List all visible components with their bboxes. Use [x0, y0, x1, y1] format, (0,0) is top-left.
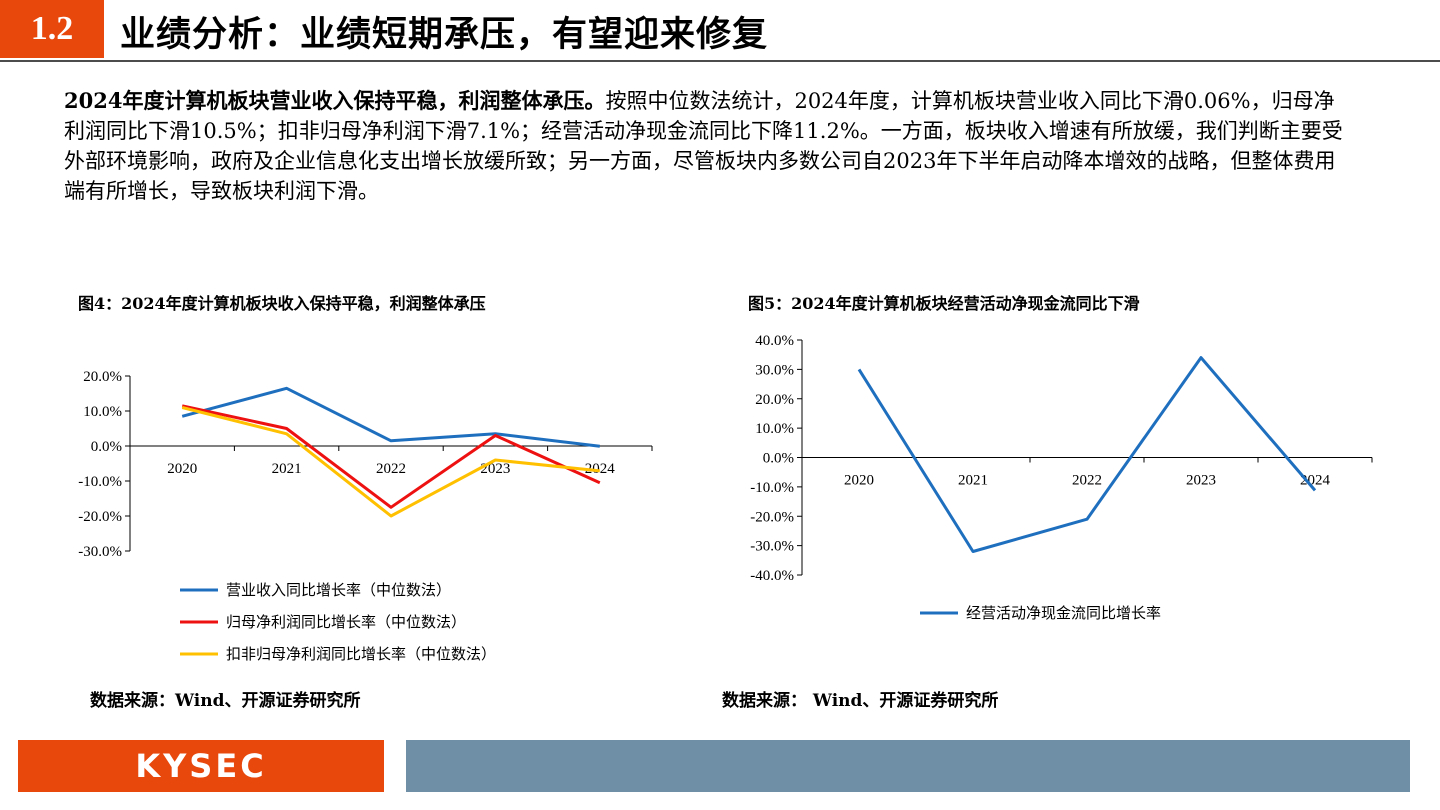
figure5-chart: 40.0% 30.0% 20.0% 10.0% 0.0% -10.0% -20.0% -30.… — [750, 333, 1373, 622]
fig4-series-line-2 — [181, 404, 601, 509]
fig4-y-tick-label: 20.0% — [83, 369, 122, 385]
summary-paragraph: 2024年度计算机板块营业收入保持平稳，利润整体承压。按照中位数法统计，2024… — [64, 86, 1354, 206]
fig5-y-tick-label: 30.0% — [755, 362, 794, 378]
fig5-x-tick-label: 2024 — [1300, 473, 1331, 489]
fig4-y-tick-label: -10.0% — [78, 474, 122, 490]
fig4-legend-label: 营业收入同比增长率（中位数法） — [226, 581, 451, 599]
fig4-series-line-1 — [181, 386, 600, 448]
fig4-legend-label: 归母净利润同比增长率（中位数法） — [226, 613, 466, 631]
fig4-y-tick-label: 10.0% — [83, 404, 122, 420]
fig4-legend-label: 扣非归母净利润同比增长率（中位数法） — [226, 645, 496, 663]
footer-logo-block: KYSEC — [18, 740, 384, 792]
fig5-series-line-1 — [857, 356, 1317, 553]
fig5-x-tick-label: 2023 — [1186, 473, 1216, 489]
fig5-y-tick-label: 20.0% — [755, 392, 794, 408]
fig5-x-tick-label: 2020 — [844, 473, 874, 489]
fig4-y-tick-label: -30.0% — [78, 544, 122, 560]
fig4-series-line-3 — [181, 406, 600, 518]
fig4-x-tick-label: 2022 — [376, 461, 406, 477]
fig4-x-tick-label: 2021 — [272, 461, 302, 477]
fig5-legend-label: 经营活动净现金流同比增长率 — [966, 604, 1161, 622]
fig5-y-tick-label: -20.0% — [750, 509, 794, 525]
fig5-x-tick-label: 2022 — [1072, 473, 1102, 489]
figure4-chart: 20.0% 10.0% 0.0% -10.0% -20.0% -30.0% 2020 2021… — [78, 369, 653, 663]
fig4-x-tick-label: 2024 — [585, 461, 616, 477]
fig5-y-tick-label: -10.0% — [750, 480, 794, 496]
fig5-y-tick-label: 40.0% — [755, 333, 794, 349]
fig5-y-tick-label: 0.0% — [763, 451, 794, 467]
fig4-y-tick-label: 0.0% — [91, 439, 122, 455]
section-number-badge: 1.2 — [0, 0, 104, 58]
kysec-logo: KYSEC — [135, 747, 267, 785]
figure5-source: 数据来源： Wind、开源证券研究所 — [722, 691, 999, 711]
footer-bar — [406, 740, 1410, 792]
figure4-title: 图4：2024年度计算机板块收入保持平稳，利润整体承压 — [78, 294, 486, 313]
title-divider — [0, 60, 1440, 62]
fig5-y-tick-label: 10.0% — [755, 421, 794, 437]
figure5-title: 图5：2024年度计算机板块经营活动净现金流同比下滑 — [748, 294, 1140, 313]
fig5-y-tick-label: -40.0% — [750, 568, 794, 584]
figure4-source: 数据来源：Wind、开源证券研究所 — [90, 691, 361, 711]
fig4-y-tick-label: -20.0% — [78, 509, 122, 525]
page-title: 业绩分析：业绩短期承压，有望迎来修复 — [120, 14, 769, 55]
fig4-x-tick-label: 2023 — [480, 461, 510, 477]
fig5-y-tick-label: -30.0% — [750, 539, 794, 555]
summary-body: 按照中位数法统计，2024年度，计算机板块营业收入同比下滑0.06%，归母净利润… — [64, 89, 1343, 203]
fig4-x-tick-label: 2020 — [167, 461, 197, 477]
summary-lead: 2024年度计算机板块营业收入保持平稳，利润整体承压。 — [64, 88, 606, 113]
fig5-x-tick-label: 2021 — [958, 473, 988, 489]
